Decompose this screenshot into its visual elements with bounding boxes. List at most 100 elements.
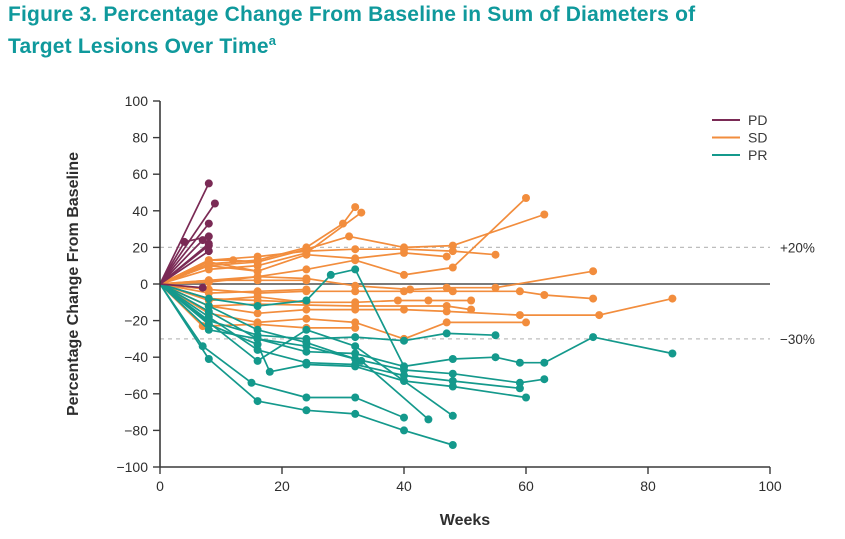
figure-title-line2: Target Lesions Over Time (8, 35, 269, 58)
data-point (540, 358, 549, 367)
x-tick-label: 60 (518, 478, 534, 494)
data-point (393, 296, 402, 305)
data-point (302, 296, 311, 305)
series-line (159, 283, 673, 368)
x-tick-label: 40 (396, 478, 412, 494)
data-point (302, 358, 311, 367)
data-point (253, 356, 262, 365)
data-point (302, 285, 311, 294)
data-point (204, 294, 213, 303)
reference-label-2: −30% (780, 332, 815, 347)
data-point (204, 302, 213, 310)
series-SD-17 (159, 261, 262, 285)
series-line (159, 279, 307, 285)
data-point (302, 276, 311, 285)
data-point (424, 296, 433, 305)
data-point (302, 393, 311, 402)
data-point (351, 333, 360, 342)
series-line (159, 283, 673, 316)
data-point (448, 377, 457, 385)
data-point (515, 311, 524, 320)
data-point (253, 258, 262, 266)
data-point (204, 325, 213, 334)
series-line (159, 283, 496, 342)
data-point (198, 236, 207, 245)
data-point (253, 340, 262, 349)
data-point (253, 287, 262, 296)
data-point (400, 336, 408, 345)
data-point (491, 331, 500, 340)
data-point (448, 369, 457, 378)
data-point (247, 378, 256, 387)
data-point (302, 314, 311, 323)
data-point (198, 283, 207, 292)
data-point (351, 393, 360, 402)
y-tick-label: −80 (124, 422, 148, 438)
data-point (351, 318, 360, 327)
figure-title-line1: Figure 3. Percentage Change From Baselin… (8, 3, 696, 26)
data-point (345, 232, 354, 241)
data-point (302, 250, 311, 259)
data-point (351, 342, 360, 351)
data-point (442, 329, 451, 338)
data-point (522, 318, 530, 327)
y-tick-label: 80 (132, 130, 148, 146)
data-point (351, 254, 360, 263)
x-tick-label: 100 (758, 478, 782, 494)
series-PR-27 (159, 283, 500, 345)
data-point (400, 248, 408, 257)
data-point (442, 252, 451, 261)
data-point (668, 294, 677, 303)
series-SD-13 (159, 276, 311, 285)
data-point (589, 267, 598, 276)
data-point (204, 316, 213, 325)
data-point (522, 393, 530, 402)
data-point (229, 256, 238, 265)
data-point (448, 441, 457, 449)
data-point (351, 323, 360, 332)
data-point (351, 409, 360, 418)
data-point (198, 322, 207, 331)
data-point (424, 415, 433, 424)
data-point (351, 265, 360, 274)
y-tick-label: −100 (116, 459, 148, 475)
data-point (253, 276, 262, 285)
data-point (491, 250, 500, 259)
data-point (204, 232, 213, 241)
legend-label-PR: PR (748, 147, 767, 163)
data-point (253, 292, 262, 301)
data-point (253, 267, 262, 276)
data-point (467, 296, 476, 305)
series-SD-12 (159, 256, 262, 285)
data-point (540, 291, 549, 299)
data-point (515, 358, 524, 367)
series-line (159, 250, 210, 285)
series-line (159, 283, 307, 294)
series-line (159, 283, 472, 304)
data-point (265, 367, 274, 376)
data-point (400, 287, 408, 296)
x-tick-label: 80 (640, 478, 656, 494)
y-axis-title: Percentage Change From Baseline (65, 152, 82, 416)
data-point (540, 375, 549, 384)
series-line (159, 283, 594, 300)
series-PD-28 (159, 179, 213, 285)
data-point (253, 331, 262, 340)
data-point (204, 276, 213, 285)
data-point (491, 353, 500, 362)
data-point (302, 347, 311, 356)
data-point (326, 270, 335, 279)
data-point (515, 378, 524, 387)
data-point (448, 411, 457, 420)
series-PR-25 (159, 283, 457, 420)
data-point (668, 349, 677, 358)
series-line (159, 283, 526, 340)
data-point (180, 237, 189, 246)
series-line (159, 183, 210, 285)
data-point (400, 305, 408, 314)
x-axis-title: Weeks (440, 512, 491, 529)
data-point (302, 406, 311, 415)
x-tick-label: 20 (274, 478, 290, 494)
y-tick-label: 40 (132, 203, 148, 219)
data-point (400, 362, 408, 371)
